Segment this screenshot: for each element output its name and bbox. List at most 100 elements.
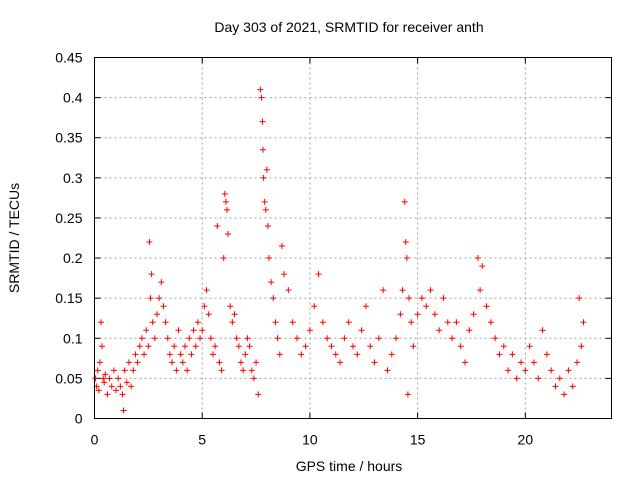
data-point	[281, 271, 288, 278]
data-point	[207, 335, 214, 342]
data-point	[194, 319, 201, 326]
data-point	[102, 371, 109, 378]
data-point	[242, 351, 249, 358]
data-point	[248, 367, 255, 374]
data-point	[293, 335, 300, 342]
x-tick-label: 15	[410, 432, 426, 448]
data-point	[136, 343, 143, 350]
data-point	[474, 255, 481, 262]
data-point	[319, 319, 326, 326]
data-point	[184, 367, 191, 374]
y-tick-label: 0.3	[63, 170, 83, 186]
data-point	[552, 383, 559, 390]
data-point	[173, 367, 180, 374]
data-point	[246, 343, 253, 350]
data-point	[289, 319, 296, 326]
data-point	[106, 375, 113, 382]
data-point	[535, 375, 542, 382]
data-point	[225, 230, 232, 237]
data-point	[145, 343, 152, 350]
y-tick-label: 0.15	[55, 290, 82, 306]
data-point	[181, 343, 188, 350]
data-point	[509, 351, 516, 358]
data-point	[169, 359, 176, 366]
data-point	[231, 311, 238, 318]
data-point	[404, 391, 411, 398]
data-point	[110, 367, 117, 374]
data-point	[186, 335, 193, 342]
data-point	[223, 206, 230, 213]
data-point	[117, 383, 124, 390]
data-point	[423, 303, 430, 310]
data-point	[121, 367, 128, 374]
data-point	[265, 255, 272, 262]
data-point	[466, 327, 473, 334]
data-point	[354, 351, 361, 358]
data-point	[380, 287, 387, 294]
data-point	[209, 351, 216, 358]
data-point	[119, 391, 126, 398]
data-point	[576, 295, 583, 302]
data-point	[306, 327, 313, 334]
data-point	[175, 327, 182, 334]
data-point	[388, 351, 395, 358]
y-tick-label: 0.25	[55, 210, 82, 226]
data-point	[315, 271, 322, 278]
data-point	[264, 222, 271, 229]
data-point	[214, 222, 221, 229]
data-point	[192, 343, 199, 350]
x-tick-label: 20	[518, 432, 534, 448]
data-point	[148, 271, 155, 278]
data-point	[257, 86, 264, 93]
data-point	[285, 287, 292, 294]
data-point	[179, 359, 186, 366]
data-point	[261, 198, 268, 205]
data-point	[203, 287, 210, 294]
data-point	[177, 351, 184, 358]
data-point	[580, 319, 587, 326]
data-point	[362, 303, 369, 310]
data-point	[477, 287, 484, 294]
y-tick-label: 0.2	[63, 250, 83, 266]
data-point	[427, 287, 434, 294]
data-point	[143, 327, 150, 334]
data-point	[311, 303, 318, 310]
data-point	[449, 335, 456, 342]
data-point	[268, 279, 275, 286]
y-axis-label: SRMTID / TECUs	[6, 183, 22, 293]
data-point	[244, 335, 251, 342]
y-tick-label: 0	[75, 411, 83, 427]
plot-frame	[94, 57, 612, 419]
data-point	[153, 311, 160, 318]
data-point	[253, 359, 260, 366]
data-point	[138, 335, 145, 342]
data-point	[548, 367, 555, 374]
data-point	[218, 367, 225, 374]
data-point	[505, 367, 512, 374]
data-point	[156, 295, 163, 302]
data-point	[149, 319, 156, 326]
data-point	[240, 367, 247, 374]
data-point	[190, 327, 197, 334]
data-point	[561, 391, 568, 398]
data-point	[101, 379, 108, 386]
data-point	[565, 367, 572, 374]
data-point	[496, 351, 503, 358]
data-point	[255, 391, 262, 398]
data-point	[188, 351, 195, 358]
data-point	[302, 343, 309, 350]
data-point	[237, 359, 244, 366]
y-tick-label: 0.35	[55, 130, 82, 146]
data-point	[260, 174, 267, 181]
data-point	[274, 335, 281, 342]
data-point	[403, 255, 410, 262]
y-tick-label: 0.1	[63, 330, 83, 346]
data-point	[500, 343, 507, 350]
data-point	[278, 243, 285, 250]
data-point	[444, 319, 451, 326]
data-point	[345, 319, 352, 326]
data-point	[276, 351, 283, 358]
data-point	[216, 359, 223, 366]
data-point	[97, 319, 104, 326]
data-point	[332, 351, 339, 358]
